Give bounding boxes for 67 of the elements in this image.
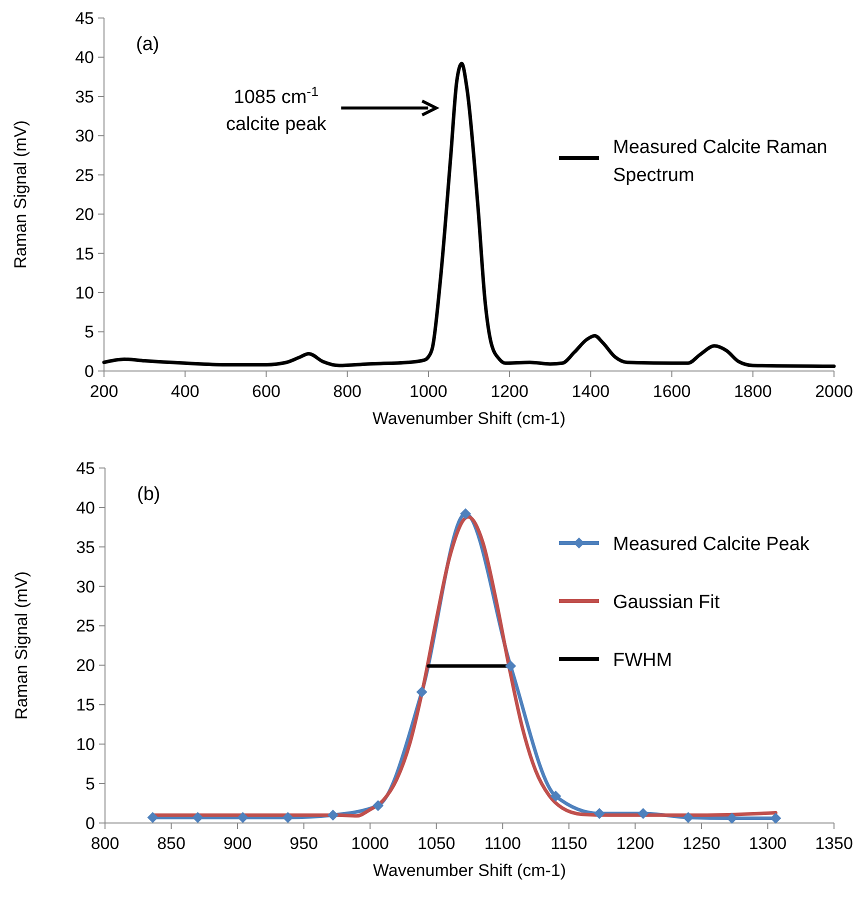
point: [460, 508, 472, 520]
y-tick-label: 40: [76, 498, 95, 518]
x-tick-label: 800: [333, 382, 362, 401]
y-tick-label: 30: [76, 577, 95, 596]
point: [327, 810, 338, 821]
x-tick-label: 200: [90, 382, 118, 401]
x-tick-label: 1350: [815, 834, 853, 853]
x-tick-label: 1250: [682, 834, 720, 853]
y-tick-label: 15: [76, 696, 95, 715]
point: [416, 686, 428, 698]
point: [192, 812, 204, 823]
y-axis-title: Raman Signal (mV): [12, 571, 31, 720]
y-tick-label: 45: [76, 458, 95, 478]
legend-label: Measured Calcite Raman Spectrum: [613, 137, 828, 186]
x-tick-label: 1000: [410, 382, 448, 401]
y-tick-label: 15: [75, 244, 94, 264]
x-tick-label: 1150: [550, 834, 588, 853]
y-tick-label: 0: [86, 814, 95, 833]
y-tick-label: 35: [76, 538, 95, 557]
y-tick-label: 40: [75, 48, 94, 68]
y-tick-label: 25: [76, 616, 95, 636]
y-tick-label: 35: [75, 87, 94, 106]
x-tick-label: 1200: [490, 382, 528, 401]
line-series: [102, 62, 836, 368]
legend-label: Measured Calcite Peak: [613, 534, 810, 555]
x-tick-label: 1400: [572, 382, 610, 401]
point: [282, 812, 294, 823]
point: [594, 808, 605, 820]
x-tick-label: 1050: [417, 834, 456, 853]
point: [147, 812, 158, 823]
annotation: (b): [137, 484, 160, 505]
x-tick-label: 900: [223, 834, 252, 853]
y-tick-label: 10: [76, 735, 95, 754]
annotation: 1085 cm$^{-1}$ calcite peak: [226, 84, 327, 136]
x-axis-title: Wavenumber Shift (cm-1): [372, 409, 566, 428]
legend-label: Gaussian Fit: [613, 592, 720, 613]
y-tick-label: 20: [76, 656, 95, 676]
y-tick-label: 45: [75, 8, 94, 28]
x-tick-label: 2000: [815, 382, 853, 401]
y-axis-title: Raman Signal (mV): [11, 120, 30, 269]
x-tick-label: 850: [157, 834, 186, 853]
x-tick-label: 1600: [652, 382, 691, 401]
x-tick-label: 1800: [734, 382, 772, 401]
y-tick-label: 10: [75, 284, 94, 303]
x-tick-label: 400: [170, 382, 200, 401]
y-tick-label: 5: [84, 322, 94, 342]
x-tick-label: 1200: [616, 834, 654, 853]
y-tick-label: 30: [75, 126, 94, 146]
x-tick-label: 950: [290, 834, 318, 853]
point: [682, 812, 694, 823]
x-tick-label: 1100: [484, 834, 521, 853]
x-tick-label: 1300: [748, 834, 787, 853]
point: [638, 808, 649, 820]
y-tick-label: 25: [75, 166, 94, 185]
point: [505, 660, 516, 672]
legend-label: FWHM: [613, 650, 672, 671]
x-axis-title: Wavenumber Shift (cm-1): [372, 861, 566, 880]
x-tick-label: 600: [252, 382, 280, 401]
x-tick-label: 1000: [351, 834, 390, 853]
point: [372, 800, 384, 812]
x-tick-label: 800: [90, 834, 120, 853]
y-tick-label: 20: [75, 205, 94, 224]
y-tick-label: 0: [84, 362, 94, 381]
annotation: (a): [136, 34, 160, 55]
y-tick-label: 5: [86, 774, 95, 794]
point: [237, 812, 248, 823]
point: [550, 790, 562, 802]
